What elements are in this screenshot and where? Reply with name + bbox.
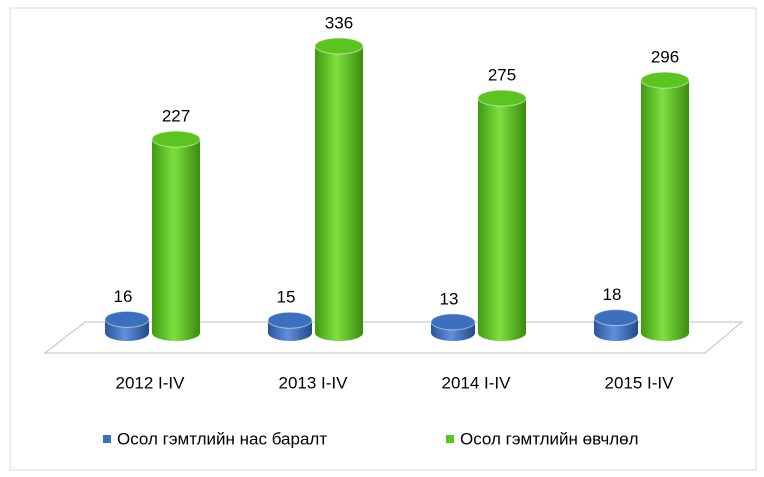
cylinder <box>641 80 689 342</box>
cylinder <box>478 98 526 342</box>
cylinder-top <box>151 130 201 148</box>
cylinder-top <box>104 310 150 328</box>
legend-swatch <box>446 435 454 443</box>
cylinder-top <box>267 311 313 329</box>
cylinder <box>152 139 200 341</box>
legend-label: Осол гэмтлийн өвчлөл <box>460 429 639 448</box>
x-tick-label: 2015 I-IV <box>605 373 675 392</box>
cylinder <box>315 46 363 341</box>
data-label: 13 <box>440 289 459 308</box>
cylinder-top <box>430 313 476 331</box>
legend-label: Осол гэмтлийн нас баралт <box>117 429 327 448</box>
x-tick-label: 2014 I-IV <box>442 373 512 392</box>
chart-border <box>9 7 757 471</box>
cylinder-top <box>640 71 690 89</box>
cylinder-top <box>477 89 527 107</box>
cylinder-top <box>314 37 364 55</box>
cylinder-top <box>593 309 639 327</box>
data-label: 227 <box>162 107 190 126</box>
x-tick-label: 2013 I-IV <box>279 373 349 392</box>
data-label: 16 <box>114 287 133 306</box>
data-label: 296 <box>651 48 679 67</box>
data-label: 15 <box>277 288 296 307</box>
x-tick-label: 2012 I-IV <box>116 373 186 392</box>
data-label: 336 <box>325 13 353 32</box>
data-label: 18 <box>603 285 622 304</box>
legend-swatch <box>103 435 111 443</box>
data-label: 275 <box>488 66 516 85</box>
